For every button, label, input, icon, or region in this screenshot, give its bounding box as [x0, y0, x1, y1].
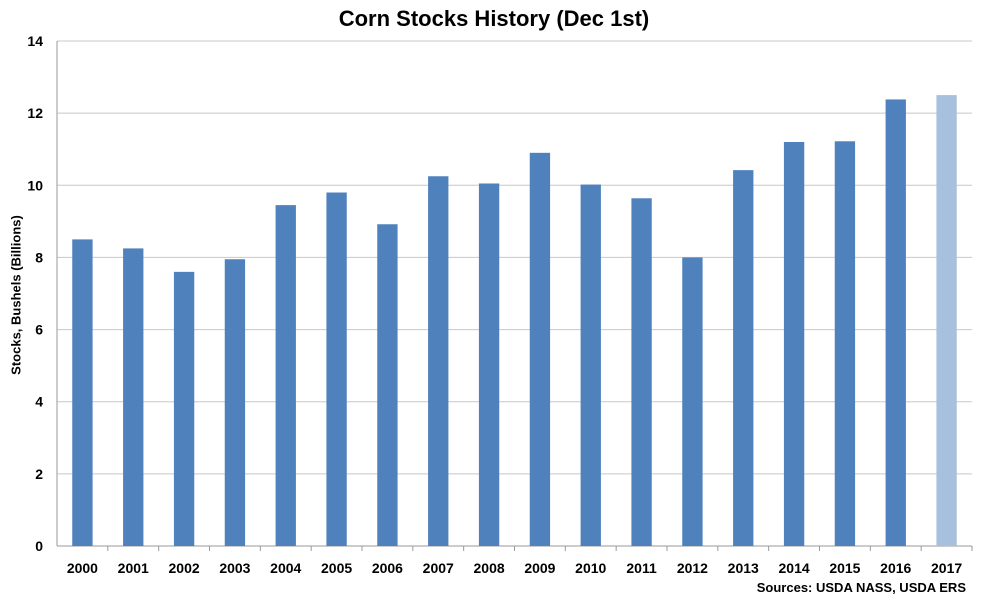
- bar-2000: [72, 239, 93, 546]
- bar-2005: [326, 192, 347, 546]
- bar-2014: [783, 142, 805, 546]
- bar-2010: [580, 184, 601, 547]
- y-tick-label: 6: [35, 322, 43, 338]
- y-tick-label: 0: [35, 538, 43, 554]
- x-tick-label: 2004: [270, 560, 301, 576]
- bar-2013: [733, 170, 754, 546]
- bar-2008: [478, 183, 500, 546]
- x-tick-label: 2010: [575, 560, 606, 576]
- bar-2002: [173, 271, 195, 546]
- x-tick-label: 2013: [728, 560, 759, 576]
- y-tick-label: 12: [27, 105, 43, 121]
- y-tick-label: 8: [35, 249, 43, 265]
- x-tick-label: 2017: [931, 560, 962, 576]
- x-tick-label: 2016: [880, 560, 911, 576]
- x-tick-label: 2011: [626, 560, 657, 576]
- chart-title: Corn Stocks History (Dec 1st): [338, 6, 650, 31]
- x-tick-label: 2015: [829, 560, 860, 576]
- x-tick-label: 2006: [372, 560, 403, 576]
- bar-2007: [428, 176, 449, 546]
- x-tick-label: 2003: [219, 560, 250, 576]
- bar-2006: [377, 224, 398, 546]
- source-note: Sources: USDA NASS, USDA ERS: [756, 580, 966, 595]
- bar-2011: [631, 198, 652, 546]
- y-tick-label: 2: [35, 466, 43, 482]
- x-tick-label: 2009: [524, 560, 555, 576]
- x-tick-label: 2000: [67, 560, 98, 576]
- x-tick-label: 2001: [118, 560, 149, 576]
- x-tick-label: 2008: [474, 560, 505, 576]
- bar-2017: [936, 95, 957, 546]
- x-tick-label: 2002: [169, 560, 200, 576]
- y-tick-label: 4: [35, 394, 43, 410]
- y-tick-label: 10: [27, 177, 43, 193]
- bar-2012: [682, 257, 703, 546]
- bar-2009: [529, 152, 551, 547]
- bar-2003: [224, 259, 246, 546]
- bar-2001: [123, 248, 144, 547]
- y-tick-label: 14: [27, 33, 43, 49]
- x-tick-label: 2012: [677, 560, 708, 576]
- bar-2004: [275, 205, 296, 546]
- x-tick-label: 2014: [779, 560, 810, 576]
- bar-2016: [885, 99, 906, 546]
- bar-2015: [834, 141, 856, 546]
- x-tick-label: 2007: [423, 560, 454, 576]
- x-tick-label: 2005: [321, 560, 352, 576]
